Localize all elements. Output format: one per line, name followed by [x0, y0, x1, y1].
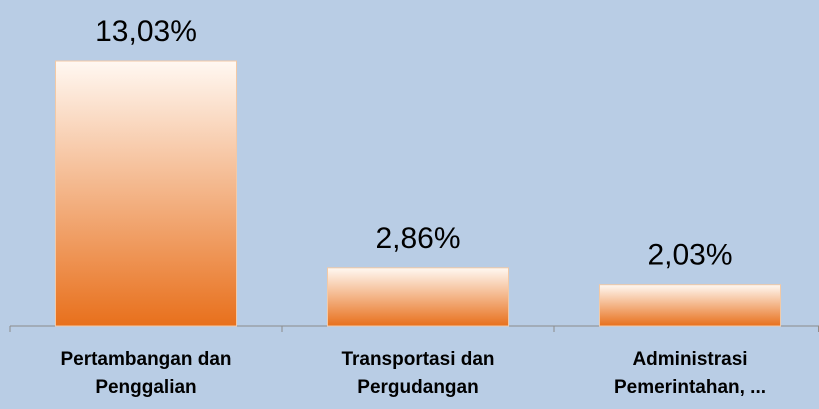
bar: [327, 267, 509, 327]
data-label: 2,03%: [647, 239, 732, 272]
x-tick-label: Administrasi Pemerintahan, ...: [613, 349, 767, 398]
data-label: 13,03%: [95, 15, 197, 48]
x-tick-label: Pertambangan dan Penggalian: [60, 349, 232, 398]
bar: [599, 284, 781, 327]
x-tick-label: Transportasi dan Pergudangan: [341, 349, 495, 398]
data-label: 2,86%: [375, 222, 460, 255]
bar: [55, 60, 237, 327]
